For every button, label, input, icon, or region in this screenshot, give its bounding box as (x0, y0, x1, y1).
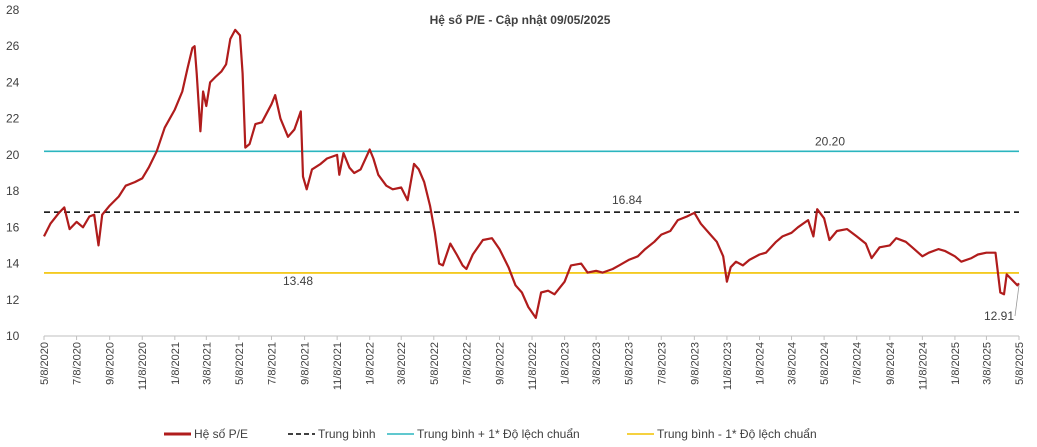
reference-lines (44, 150, 1019, 274)
y-tick-label: 14 (6, 257, 20, 271)
x-tick-label: 1/8/2024 (754, 342, 766, 385)
legend: Hệ số P/E Trung bình Trung bình + 1* Độ lệ… (164, 427, 817, 441)
x-tick-label: 3/8/2025 (981, 342, 993, 385)
x-tick-label: 7/8/2024 (852, 342, 864, 385)
x-tick-label: 11/8/2020 (137, 342, 149, 390)
last-value-leader (1014, 285, 1020, 317)
x-tick-label: 9/8/2023 (689, 342, 701, 385)
x-tick-label: 5/8/2025 (1014, 342, 1026, 385)
reference-value-label: 20.20 (815, 134, 845, 148)
y-tick-label: 10 (6, 329, 20, 343)
x-tick-label: 5/8/2024 (819, 342, 831, 385)
series-line-pe (43, 28, 1020, 319)
x-tick-label: 5/8/2020 (39, 342, 51, 385)
x-tick-label: 9/8/2020 (105, 342, 117, 385)
x-tick-label: 7/8/2021 (266, 342, 278, 385)
x-tick-label: 11/8/2023 (722, 342, 734, 390)
x-tick-label: 5/8/2023 (624, 342, 636, 385)
x-tick-label: 1/8/2023 (560, 342, 572, 385)
y-tick-label: 16 (6, 220, 20, 234)
x-tick-label: 11/8/2021 (332, 342, 344, 390)
chart-title: Hệ số P/E - Cập nhật 09/05/2025 (430, 13, 611, 27)
x-tick-label: 7/8/2022 (461, 342, 473, 385)
y-tick-label: 20 (6, 148, 20, 162)
x-tick-label: 5/8/2022 (429, 342, 441, 385)
last-value-label: 12.91 (984, 309, 1014, 323)
x-tick-label: 7/8/2020 (72, 342, 84, 385)
x-tick-label: 1/8/2022 (365, 342, 377, 385)
x-tick-label: 1/8/2025 (950, 342, 962, 385)
legend-label: Trung bình (318, 427, 376, 441)
y-tick-label: 26 (6, 39, 20, 53)
y-tick-label: 24 (6, 75, 20, 89)
x-tick-label: 9/8/2024 (885, 342, 897, 385)
x-tick-label: 1/8/2021 (170, 342, 182, 385)
y-axis: 10 12 14 16 18 20 22 24 26 28 (6, 3, 20, 343)
x-tick-label: 11/8/2024 (917, 342, 929, 390)
y-tick-label: 18 (6, 184, 20, 198)
x-tick-label: 9/8/2021 (300, 342, 312, 385)
x-tick-label: 11/8/2022 (527, 342, 539, 390)
series-layer (43, 28, 1020, 319)
x-tick-label: 7/8/2023 (656, 342, 668, 385)
annotations: 16.84 20.20 13.48 12.91 (283, 134, 1020, 323)
x-tick-label: 5/8/2021 (234, 342, 246, 385)
legend-label: Hệ số P/E (194, 427, 248, 441)
x-axis: 5/8/2020 7/8/2020 9/8/2020 11/8/2020 1/8/202… (39, 336, 1026, 390)
x-tick-label: 9/8/2022 (494, 342, 506, 385)
y-tick-label: 22 (6, 112, 20, 126)
reference-value-label: 16.84 (612, 193, 642, 207)
legend-label: Trung bình - 1* Độ lệch chuẩn (657, 427, 817, 441)
x-tick-label: 3/8/2021 (201, 342, 213, 385)
y-tick-label: 28 (6, 3, 20, 17)
reference-value-label: 13.48 (283, 274, 313, 288)
x-tick-label: 3/8/2024 (787, 342, 799, 385)
x-tick-label: 3/8/2023 (591, 342, 603, 385)
legend-label: Trung bình + 1* Độ lệch chuẩn (417, 427, 580, 441)
x-tick-label: 3/8/2022 (396, 342, 408, 385)
y-tick-label: 12 (6, 293, 20, 307)
